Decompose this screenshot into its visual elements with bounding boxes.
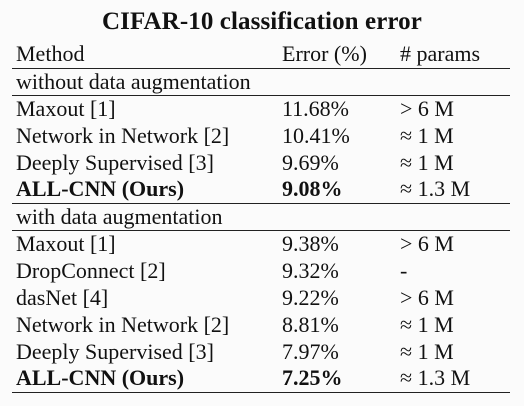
method-cell: Deeply Supervised [3] — [16, 338, 214, 364]
error-cell: 8.81% — [282, 311, 339, 337]
table-title: CIFAR-10 classification error — [102, 8, 422, 35]
table-row: Network in Network [2] 8.81% ≈ 1 M — [12, 311, 510, 338]
method-cell: ALL-CNN (Ours) — [16, 176, 185, 202]
params-cell: ≈ 1.3 M — [396, 365, 510, 393]
table-header: Method Error (%) # params — [12, 41, 510, 68]
method-cell: Maxout [1] — [16, 95, 116, 121]
header-params: # params — [400, 41, 481, 67]
method-cell: dasNet [4] — [16, 284, 109, 310]
method-cell: Maxout [1] — [16, 230, 116, 256]
params-cell: > 6 M — [400, 95, 454, 121]
section-row-without-augmentation: without data augmentation — [12, 67, 510, 96]
table-row: Maxout [1] 11.68% > 6 M — [12, 95, 510, 122]
error-cell: 9.22% — [282, 284, 339, 310]
error-cell: 9.08% — [282, 176, 343, 202]
table-row: Deeply Supervised [3] 7.97% ≈ 1 M — [12, 338, 510, 365]
params-cell: > 6 M — [400, 284, 454, 310]
table-row: Maxout [1] 9.38% > 6 M — [12, 230, 510, 257]
params-cell: > 6 M — [400, 230, 454, 256]
params-cell: ≈ 1 M — [400, 338, 454, 364]
section-row-with-augmentation: with data augmentation — [12, 202, 510, 231]
params-cell: ≈ 1 M — [400, 149, 454, 175]
params-cell: - — [400, 257, 408, 283]
method-cell: Network in Network [2] — [16, 311, 230, 337]
error-cell: 9.38% — [282, 230, 339, 256]
header-row: Method Error (%) # params — [12, 41, 510, 68]
error-cell: 9.69% — [282, 149, 339, 175]
table-row: Deeply Supervised [3] 9.69% ≈ 1 M — [12, 149, 510, 176]
params-cell: ≈ 1.3 M — [400, 176, 471, 202]
header-method: Method — [16, 41, 85, 67]
method-cell: Network in Network [2] — [16, 122, 230, 148]
method-cell: ALL-CNN (Ours) — [12, 365, 278, 393]
table-body: without data augmentation Maxout [1] 11.… — [12, 67, 510, 393]
method-cell: Deeply Supervised [3] — [16, 149, 214, 175]
table-row: Network in Network [2] 10.41% ≈ 1 M — [12, 122, 510, 149]
header-error: Error (%) — [282, 41, 367, 67]
error-cell: 11.68% — [282, 95, 350, 121]
error-cell: 7.97% — [282, 338, 339, 364]
table-row: DropConnect [2] 9.32% - — [12, 257, 510, 284]
error-cell: 7.25% — [278, 365, 396, 393]
params-cell: ≈ 1 M — [400, 122, 454, 148]
error-cell: 9.32% — [282, 257, 339, 283]
table-row: dasNet [4] 9.22% > 6 M — [12, 284, 510, 311]
params-cell: ≈ 1 M — [400, 311, 454, 337]
table-row-highlight: ALL-CNN (Ours) 7.25% ≈ 1.3 M — [12, 365, 510, 393]
section-label: with data augmentation — [12, 202, 510, 231]
table-row-highlight: ALL-CNN (Ours) 9.08% ≈ 1.3 M — [12, 176, 510, 203]
method-cell: DropConnect [2] — [16, 257, 166, 283]
section-label: without data augmentation — [12, 67, 510, 96]
error-cell: 10.41% — [282, 122, 350, 148]
results-table: Method Error (%) # params without data a… — [12, 41, 510, 393]
